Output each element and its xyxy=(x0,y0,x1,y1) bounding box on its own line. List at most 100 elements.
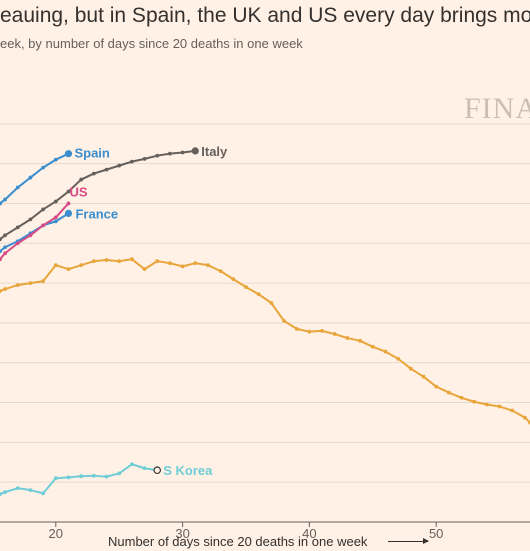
series-label-us: US xyxy=(69,184,87,199)
data-point-us xyxy=(3,251,7,256)
x-tick-label: 30 xyxy=(175,526,189,541)
data-point-unnamed xyxy=(28,281,33,285)
data-point-unnamed xyxy=(129,257,134,262)
x-axis-ticks: 20 30 40 50 xyxy=(49,522,443,541)
data-point-unnamed xyxy=(256,292,261,297)
series-endpoint-france xyxy=(64,209,73,218)
data-point-s-korea xyxy=(66,475,71,480)
data-point-italy xyxy=(66,189,71,194)
data-point-unnamed xyxy=(446,390,451,395)
series-labels: S Korea France US Italy Spain xyxy=(69,144,228,478)
arrow-right-icon xyxy=(388,538,429,544)
data-point-unnamed xyxy=(168,261,172,266)
data-point-unnamed xyxy=(421,374,426,379)
data-point-us xyxy=(41,223,46,228)
data-point-unnamed xyxy=(282,319,286,323)
data-point-s-korea xyxy=(3,490,7,495)
data-point-unnamed xyxy=(15,283,20,287)
data-point-unnamed xyxy=(523,415,527,420)
data-point-italy xyxy=(28,217,33,222)
data-point-unnamed xyxy=(231,277,236,282)
data-point-unnamed xyxy=(117,259,122,264)
data-point-unnamed xyxy=(0,289,2,293)
data-point-spain xyxy=(15,185,20,190)
data-point-italy xyxy=(155,153,160,158)
data-point-unnamed xyxy=(370,344,375,349)
x-tick-label: 40 xyxy=(302,526,316,541)
data-point-unnamed xyxy=(434,384,439,389)
data-point-us xyxy=(15,241,20,246)
series-endpoint-s-korea xyxy=(153,466,162,475)
data-point-unnamed xyxy=(472,399,477,404)
data-point-italy xyxy=(104,167,109,172)
data-point-s-korea xyxy=(129,462,134,467)
data-point-spain xyxy=(3,197,7,202)
series-line-italy xyxy=(0,149,197,241)
data-point-s-korea xyxy=(41,491,46,496)
series-label-s-korea: S Korea xyxy=(163,463,213,478)
data-point-us xyxy=(53,215,58,220)
data-point-unnamed xyxy=(408,366,413,371)
data-point-italy xyxy=(41,207,46,212)
data-point-italy xyxy=(79,177,84,182)
data-point-s-korea xyxy=(28,488,33,493)
data-point-s-korea xyxy=(104,474,109,479)
data-point-italy xyxy=(3,233,7,238)
data-point-unnamed xyxy=(294,326,299,331)
series-label-spain: Spain xyxy=(74,146,109,161)
data-point-italy xyxy=(53,199,58,204)
data-point-unnamed xyxy=(53,263,58,268)
ft-watermark: FINA xyxy=(464,92,530,125)
data-point-unnamed xyxy=(320,328,324,333)
data-point-unnamed xyxy=(180,264,185,269)
data-point-unnamed xyxy=(484,402,489,407)
data-point-unnamed xyxy=(383,349,388,354)
data-point-unnamed xyxy=(104,258,109,262)
data-point-unnamed xyxy=(206,263,210,268)
data-point-unnamed xyxy=(244,285,248,289)
x-axis-label: Number of days since 20 deaths in one we… xyxy=(108,534,368,549)
data-point-italy xyxy=(142,156,147,161)
chart-subtitle: eek, by number of days since 20 deaths i… xyxy=(0,36,303,51)
data-point-france xyxy=(3,245,7,250)
data-point-unnamed xyxy=(358,338,362,343)
data-point-italy xyxy=(91,171,96,176)
data-point-spain xyxy=(53,157,58,162)
series-endpoint-italy xyxy=(191,147,199,155)
data-point-france xyxy=(0,249,2,254)
data-point-italy xyxy=(117,163,122,168)
data-point-france xyxy=(53,219,58,224)
data-point-unnamed xyxy=(510,408,515,413)
data-point-us xyxy=(66,201,71,206)
data-point-italy xyxy=(168,151,172,156)
data-point-s-korea xyxy=(53,476,58,481)
data-point-unnamed xyxy=(79,263,84,268)
data-point-unnamed xyxy=(332,332,337,336)
data-point-italy xyxy=(15,225,20,230)
series-label-italy: Italy xyxy=(201,144,228,159)
data-point-s-korea xyxy=(0,492,2,497)
data-point-unnamed xyxy=(269,301,274,305)
data-point-s-korea xyxy=(15,486,20,491)
data-point-s-korea xyxy=(79,474,84,479)
data-point-unnamed xyxy=(91,259,96,264)
data-point-unnamed xyxy=(497,404,502,409)
series-line-unnamed xyxy=(0,258,530,424)
data-point-us xyxy=(0,257,2,262)
data-point-s-korea xyxy=(117,471,122,476)
data-point-s-korea xyxy=(91,473,96,478)
data-point-unnamed xyxy=(396,356,401,361)
data-point-spain xyxy=(0,201,2,206)
data-point-s-korea xyxy=(142,466,147,471)
data-point-unnamed xyxy=(66,267,71,272)
chart-title: eauing, but in Spain, the UK and US ever… xyxy=(0,4,530,27)
data-point-italy xyxy=(0,237,2,242)
data-point-spain xyxy=(41,165,46,170)
data-point-unnamed xyxy=(193,261,198,266)
data-point-unnamed xyxy=(3,287,7,291)
data-point-italy xyxy=(129,159,134,164)
series-line-s-korea xyxy=(0,463,159,496)
data-point-unnamed xyxy=(307,329,312,334)
data-point-unnamed xyxy=(155,259,160,264)
